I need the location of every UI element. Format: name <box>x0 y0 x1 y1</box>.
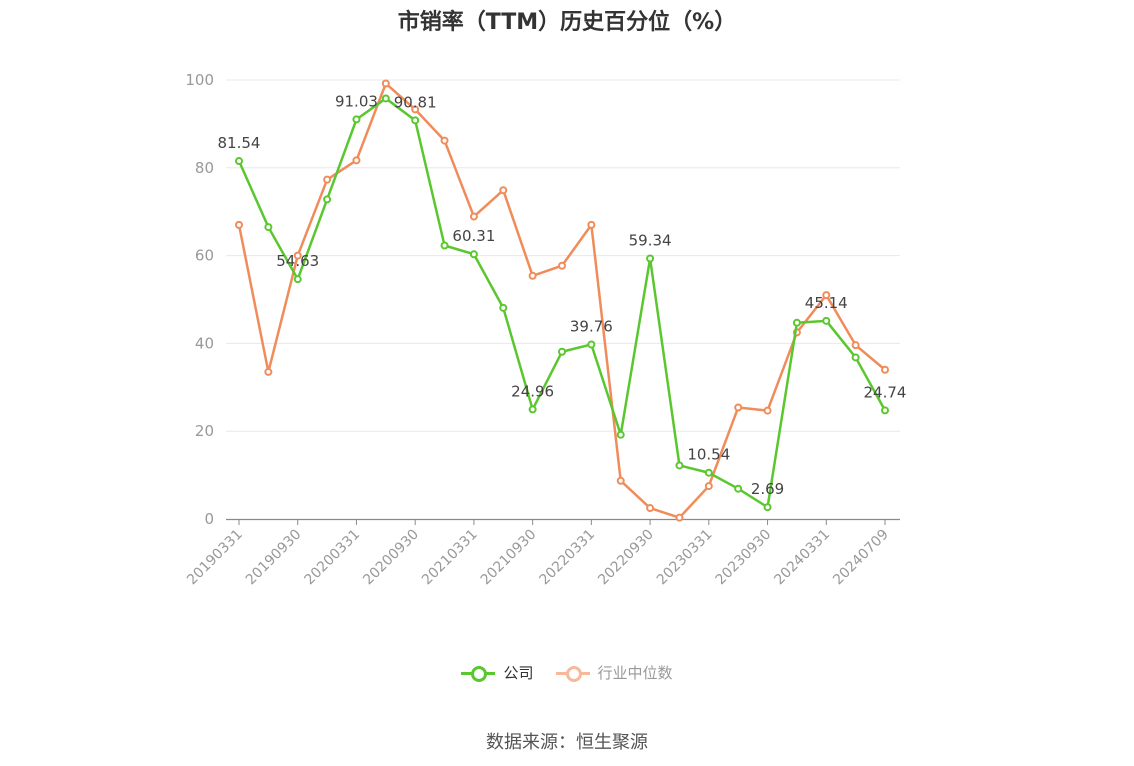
data-point-company <box>499 303 508 312</box>
data-point-industry <box>616 476 625 485</box>
y-tick-label: 80 <box>195 159 214 177</box>
data-point-industry <box>675 513 684 522</box>
data-point-industry <box>822 291 831 300</box>
data-label: 10.54 <box>687 446 730 464</box>
data-point-industry <box>646 504 655 513</box>
data-point-company <box>851 353 860 362</box>
data-point-industry <box>558 261 566 270</box>
data-label: 45.14 <box>805 294 848 312</box>
data-point-industry <box>499 186 508 195</box>
data-point-industry <box>440 136 449 145</box>
legend-company-label: 公司 <box>503 664 534 682</box>
data-point-industry <box>264 367 273 376</box>
data-point-company <box>235 157 243 166</box>
data-label: 2.69 <box>751 480 784 498</box>
data-point-company <box>469 250 478 259</box>
data-label: 24.74 <box>864 383 907 401</box>
data-point-company <box>616 430 625 439</box>
data-point-company <box>822 316 831 325</box>
series-line-company <box>237 97 887 509</box>
data-point-company <box>411 116 420 125</box>
x-tick-label: 20240709 <box>830 527 892 589</box>
x-tick-label: 20190930 <box>243 527 305 589</box>
data-point-industry <box>704 482 713 491</box>
x-tick-label: 20230930 <box>713 527 775 589</box>
x-tick-label: 20190331 <box>184 527 246 589</box>
x-tick-label: 20240331 <box>771 527 833 589</box>
chart-legend: 公司 行业中位数 <box>0 662 1134 683</box>
y-tick-label: 0 <box>204 510 214 528</box>
data-point-industry <box>851 341 860 350</box>
x-tick-label: 20210930 <box>478 527 540 589</box>
data-point-company <box>558 347 566 356</box>
data-point-industry <box>528 271 537 280</box>
data-point-company <box>704 468 713 477</box>
data-point-industry <box>235 220 243 229</box>
x-tick-label: 20220930 <box>595 527 657 589</box>
data-point-industry <box>323 175 332 184</box>
legend-item-industry[interactable]: 行业中位数 <box>555 662 673 683</box>
data-point-company <box>352 115 361 124</box>
data-point-company <box>675 461 684 470</box>
data-point-company <box>323 195 332 204</box>
data-point-company <box>763 503 772 512</box>
data-point-company <box>381 94 390 103</box>
legend-industry-label: 行业中位数 <box>597 664 673 682</box>
data-point-industry <box>381 79 390 88</box>
data-label: 24.96 <box>511 382 554 400</box>
data-point-industry <box>293 251 302 260</box>
data-label: 91.03 <box>335 92 378 110</box>
legend-company-line-icon <box>461 665 496 682</box>
y-tick-label: 100 <box>185 71 214 89</box>
data-point-industry <box>352 156 361 165</box>
data-point-company <box>734 484 743 493</box>
y-tick-label: 20 <box>195 422 214 440</box>
data-label: 59.34 <box>629 231 672 249</box>
data-point-company <box>587 340 596 349</box>
chart-title: 市销率（TTM）历史百分位（%） <box>397 10 737 35</box>
x-tick-label: 20220331 <box>536 527 598 589</box>
data-point-industry <box>734 403 743 412</box>
y-tick-label: 60 <box>195 247 214 265</box>
data-label: 60.31 <box>452 227 495 245</box>
data-point-company <box>293 275 302 284</box>
data-label: 39.76 <box>570 317 613 335</box>
series-line-industry <box>237 82 886 519</box>
data-label: 81.54 <box>218 134 261 152</box>
data-label: 54.63 <box>276 252 319 270</box>
data-source-note: 数据来源：恒生聚源 <box>486 732 648 753</box>
legend-industry-line-icon <box>555 665 590 682</box>
x-tick-label: 20210331 <box>419 527 481 589</box>
data-point-company <box>792 318 801 327</box>
data-point-company <box>646 254 655 263</box>
data-point-industry <box>881 365 889 374</box>
data-point-company <box>440 241 449 250</box>
legend-item-company[interactable]: 公司 <box>461 662 534 683</box>
data-point-company <box>528 405 537 414</box>
data-point-company <box>264 223 273 232</box>
data-point-industry <box>469 212 478 221</box>
data-label: 90.81 <box>394 93 437 111</box>
x-tick-label: 20200331 <box>302 527 364 589</box>
line-chart: 0 20 40 60 80 100 2019033120190930202003312020… <box>184 71 907 589</box>
x-tick-label: 20200930 <box>360 527 422 589</box>
data-point-industry <box>587 220 596 229</box>
data-point-company <box>881 406 889 415</box>
data-point-industry <box>411 105 420 114</box>
x-tick-label: 20230331 <box>654 527 716 589</box>
data-point-industry <box>763 406 772 415</box>
y-tick-label: 40 <box>195 334 214 352</box>
